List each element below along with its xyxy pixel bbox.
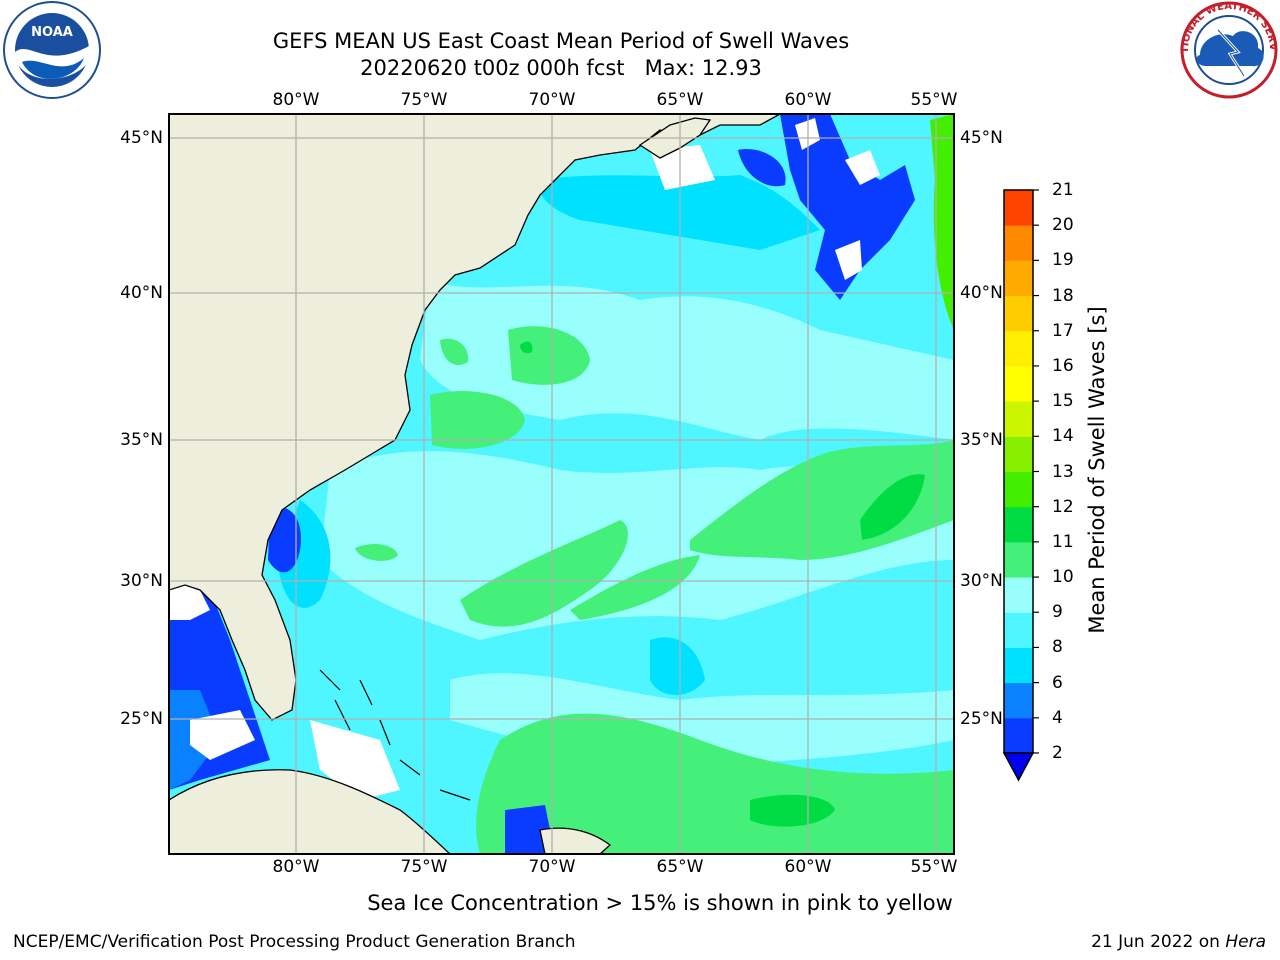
colorbar-tick-label: 4 <box>1052 707 1063 728</box>
colorbar-tick-label: 10 <box>1052 567 1074 588</box>
no-data-region <box>835 240 862 280</box>
lat-label-right: 45°N <box>960 128 1003 148</box>
no-data-region <box>650 145 715 190</box>
lon-label-top: 55°W <box>910 90 958 110</box>
colorbar-bin <box>1004 365 1033 402</box>
colorbar-tick-label: 21 <box>1052 180 1074 200</box>
chart-subtitle: 20220620 t00z 000h fcst Max: 12.93 <box>360 56 762 80</box>
sea-ice-note: Sea Ice Concentration > 15% is shown in … <box>367 891 953 915</box>
colorbar-tick-label: 20 <box>1052 215 1074 236</box>
colorbar-tick-label: 19 <box>1052 250 1074 271</box>
colorbar-bin <box>1004 717 1033 754</box>
graticule <box>169 114 954 854</box>
swell-region-9-10s <box>430 391 525 449</box>
colorbar-label: Mean Period of Swell Waves [s] <box>1085 306 1109 634</box>
swell-region-6-8s <box>650 637 705 695</box>
colorbar-bin <box>1004 295 1033 332</box>
lon-label-top: 70°W <box>528 90 576 110</box>
colorbar-bin <box>1004 225 1033 261</box>
footer-date-text: 21 Jun 2022 on <box>1091 932 1226 952</box>
lat-label-left: 40°N <box>120 283 163 303</box>
no-data-region <box>190 710 255 760</box>
lat-label-left: 30°N <box>120 571 163 591</box>
colorbar-tick-label: 6 <box>1052 672 1063 693</box>
land-bahamas <box>319 669 471 801</box>
colorbar-tick-label: 12 <box>1052 496 1074 517</box>
colorbar-bin <box>1004 541 1033 578</box>
colorbar-bin <box>1004 436 1033 472</box>
lat-label-right: 40°N <box>960 283 1003 303</box>
map-border <box>168 113 955 855</box>
swell-region-9-10s <box>476 713 954 854</box>
colorbar-ticks <box>1033 189 1039 754</box>
colorbar-under-arrow <box>1002 752 1035 782</box>
colorbar-tick-label: 17 <box>1052 320 1074 341</box>
colorbar-bin <box>1004 577 1033 613</box>
nws-logo: NATIONAL WEATHER SERVICE <box>1178 0 1278 99</box>
colorbar-tick-label: 8 <box>1052 637 1063 658</box>
swell-region-8-9s-north <box>420 280 954 440</box>
footer-credit: NCEP/EMC/Verification Post Processing Pr… <box>13 932 576 952</box>
swell-region-10-11s <box>860 474 925 540</box>
footer-machine: Hera <box>1225 932 1266 952</box>
swell-region-2-4s <box>780 114 915 300</box>
colorbar-tick-label: 18 <box>1052 285 1074 306</box>
lat-label-left: 35°N <box>120 430 163 450</box>
lon-label-top: 80°W <box>272 90 320 110</box>
no-data-region <box>310 720 400 800</box>
lon-label-top: 60°W <box>784 90 832 110</box>
swell-region-2-4s <box>738 149 786 187</box>
lon-label-bottom: 70°W <box>528 857 576 877</box>
lat-label-right: 30°N <box>960 571 1003 591</box>
colorbar-tick-label: 13 <box>1052 461 1074 482</box>
noaa-logo: NOAA <box>3 1 101 99</box>
swell-region-9-10s <box>355 544 398 561</box>
lon-label-top: 75°W <box>400 90 448 110</box>
svg-text:NOAA: NOAA <box>31 25 73 40</box>
colorbar-tick-label: 16 <box>1052 355 1074 376</box>
swell-region-9-10s <box>570 555 700 620</box>
lon-label-bottom: 60°W <box>784 857 832 877</box>
colorbar-bin <box>1004 260 1033 297</box>
footer-date: 21 Jun 2022 on Hera <box>1091 932 1266 952</box>
lat-label-right: 25°N <box>960 709 1003 729</box>
lat-label-left: 45°N <box>120 128 163 148</box>
swell-region-10-11s <box>520 341 533 354</box>
lon-label-top: 65°W <box>656 90 704 110</box>
swell-region-9-10s <box>440 338 469 366</box>
lon-label-bottom: 55°W <box>910 857 958 877</box>
no-data-region <box>845 150 880 185</box>
colorbar-bin <box>1004 682 1033 719</box>
colorbar-tick-label: 15 <box>1052 391 1074 412</box>
colorbar-tick-label: 11 <box>1052 531 1074 552</box>
colorbar-bin <box>1004 471 1033 508</box>
land-hispaniola <box>539 827 612 854</box>
colorbar-bin <box>1004 612 1033 648</box>
colorbar-bin <box>1004 190 1033 226</box>
lat-label-right: 35°N <box>960 430 1003 450</box>
colorbar-bin <box>1004 330 1033 367</box>
colorbar-tick-label: 2 <box>1052 743 1063 763</box>
land-cuba <box>169 769 451 854</box>
chart-title: GEFS MEAN US East Coast Mean Period of S… <box>272 29 850 53</box>
colorbar-bin <box>1004 506 1033 543</box>
lon-label-bottom: 65°W <box>656 857 704 877</box>
lon-label-bottom: 80°W <box>272 857 320 877</box>
colorbar-bin <box>1004 647 1033 684</box>
swell-region-9-10s <box>460 520 629 627</box>
lon-label-bottom: 75°W <box>400 857 448 877</box>
colorbar <box>1002 189 1035 782</box>
swell-region-10-11s <box>750 794 835 827</box>
swell-region-9-10s <box>508 326 590 385</box>
colorbar-tick-label: 14 <box>1052 426 1074 447</box>
lat-label-left: 25°N <box>120 709 163 729</box>
colorbar-bin <box>1004 401 1033 437</box>
map-plot-area <box>169 114 954 854</box>
colorbar-tick-label: 9 <box>1052 602 1063 623</box>
